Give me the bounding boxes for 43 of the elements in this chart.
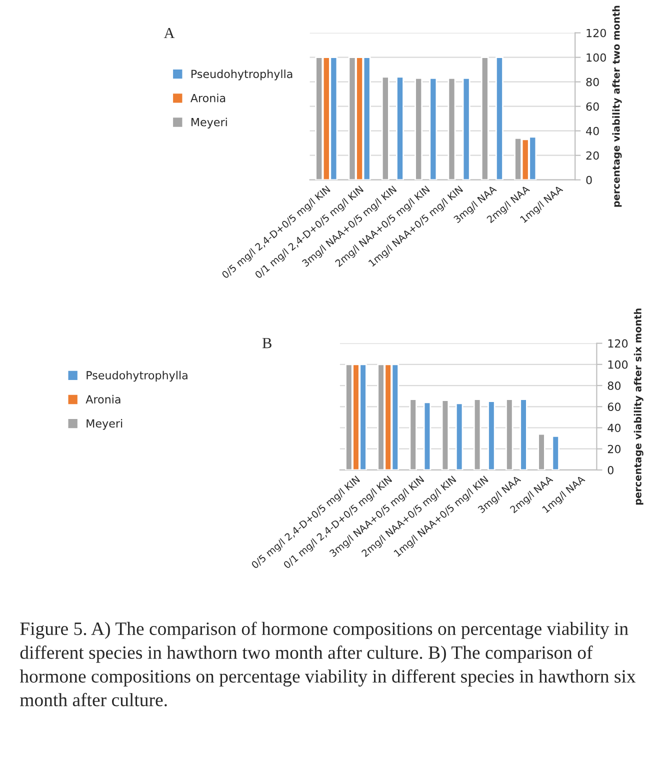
bar	[409, 398, 417, 470]
legend-label: Pseudohytrophylla	[192, 70, 292, 80]
legend-label: Meyeri	[86, 419, 122, 430]
legend-label: Aronia	[86, 394, 120, 404]
y-tick-label: 0	[608, 466, 614, 474]
y-tick-label: 20	[608, 444, 621, 454]
bar	[455, 402, 464, 470]
y-tick-label: 60	[608, 402, 621, 412]
legend-label: Pseudohytrophylla	[86, 370, 188, 382]
y-tick-label: 40	[608, 424, 621, 432]
bar	[423, 402, 432, 470]
bar	[429, 77, 438, 180]
y-tick-label: 100	[586, 53, 606, 62]
y-tick-label: 80	[608, 382, 621, 390]
y-tick-label: 40	[586, 126, 599, 136]
bar	[496, 56, 504, 180]
bar	[441, 400, 450, 470]
y-tick-label: 120	[586, 28, 606, 38]
y-tick-label: 60	[586, 102, 599, 111]
y-tick-label: 80	[586, 78, 599, 86]
y-axis-title: percentage viability after two month	[612, 6, 622, 207]
bar	[480, 56, 489, 180]
bar	[381, 76, 390, 180]
bar	[552, 436, 560, 470]
y-tick-label: 0	[586, 176, 592, 184]
legend-label: Aronia	[190, 94, 226, 102]
bar	[473, 398, 482, 470]
y-tick-label: 20	[586, 151, 599, 160]
y-axis-title: percentage viability after six month	[634, 308, 644, 505]
bar	[488, 400, 496, 470]
bar	[506, 398, 514, 470]
bar	[396, 76, 404, 180]
bar	[538, 433, 546, 470]
y-tick-label: 100	[608, 360, 628, 369]
text: A	[164, 28, 175, 38]
bar	[448, 77, 456, 180]
bar	[414, 77, 423, 180]
y-tick-label: 120	[608, 339, 628, 348]
caption: Figure 5. A) The comparison of hormone compositions on percentage viability in different species in hawthorn two month after culture. B) The comparison of hormone compositions on percentage viability in different species in hawthorn six month after culture.	[20, 622, 636, 706]
chart-title: B	[262, 338, 272, 348]
legend-label: Meyeri	[192, 118, 227, 128]
bar	[462, 77, 470, 180]
bar	[520, 398, 528, 470]
